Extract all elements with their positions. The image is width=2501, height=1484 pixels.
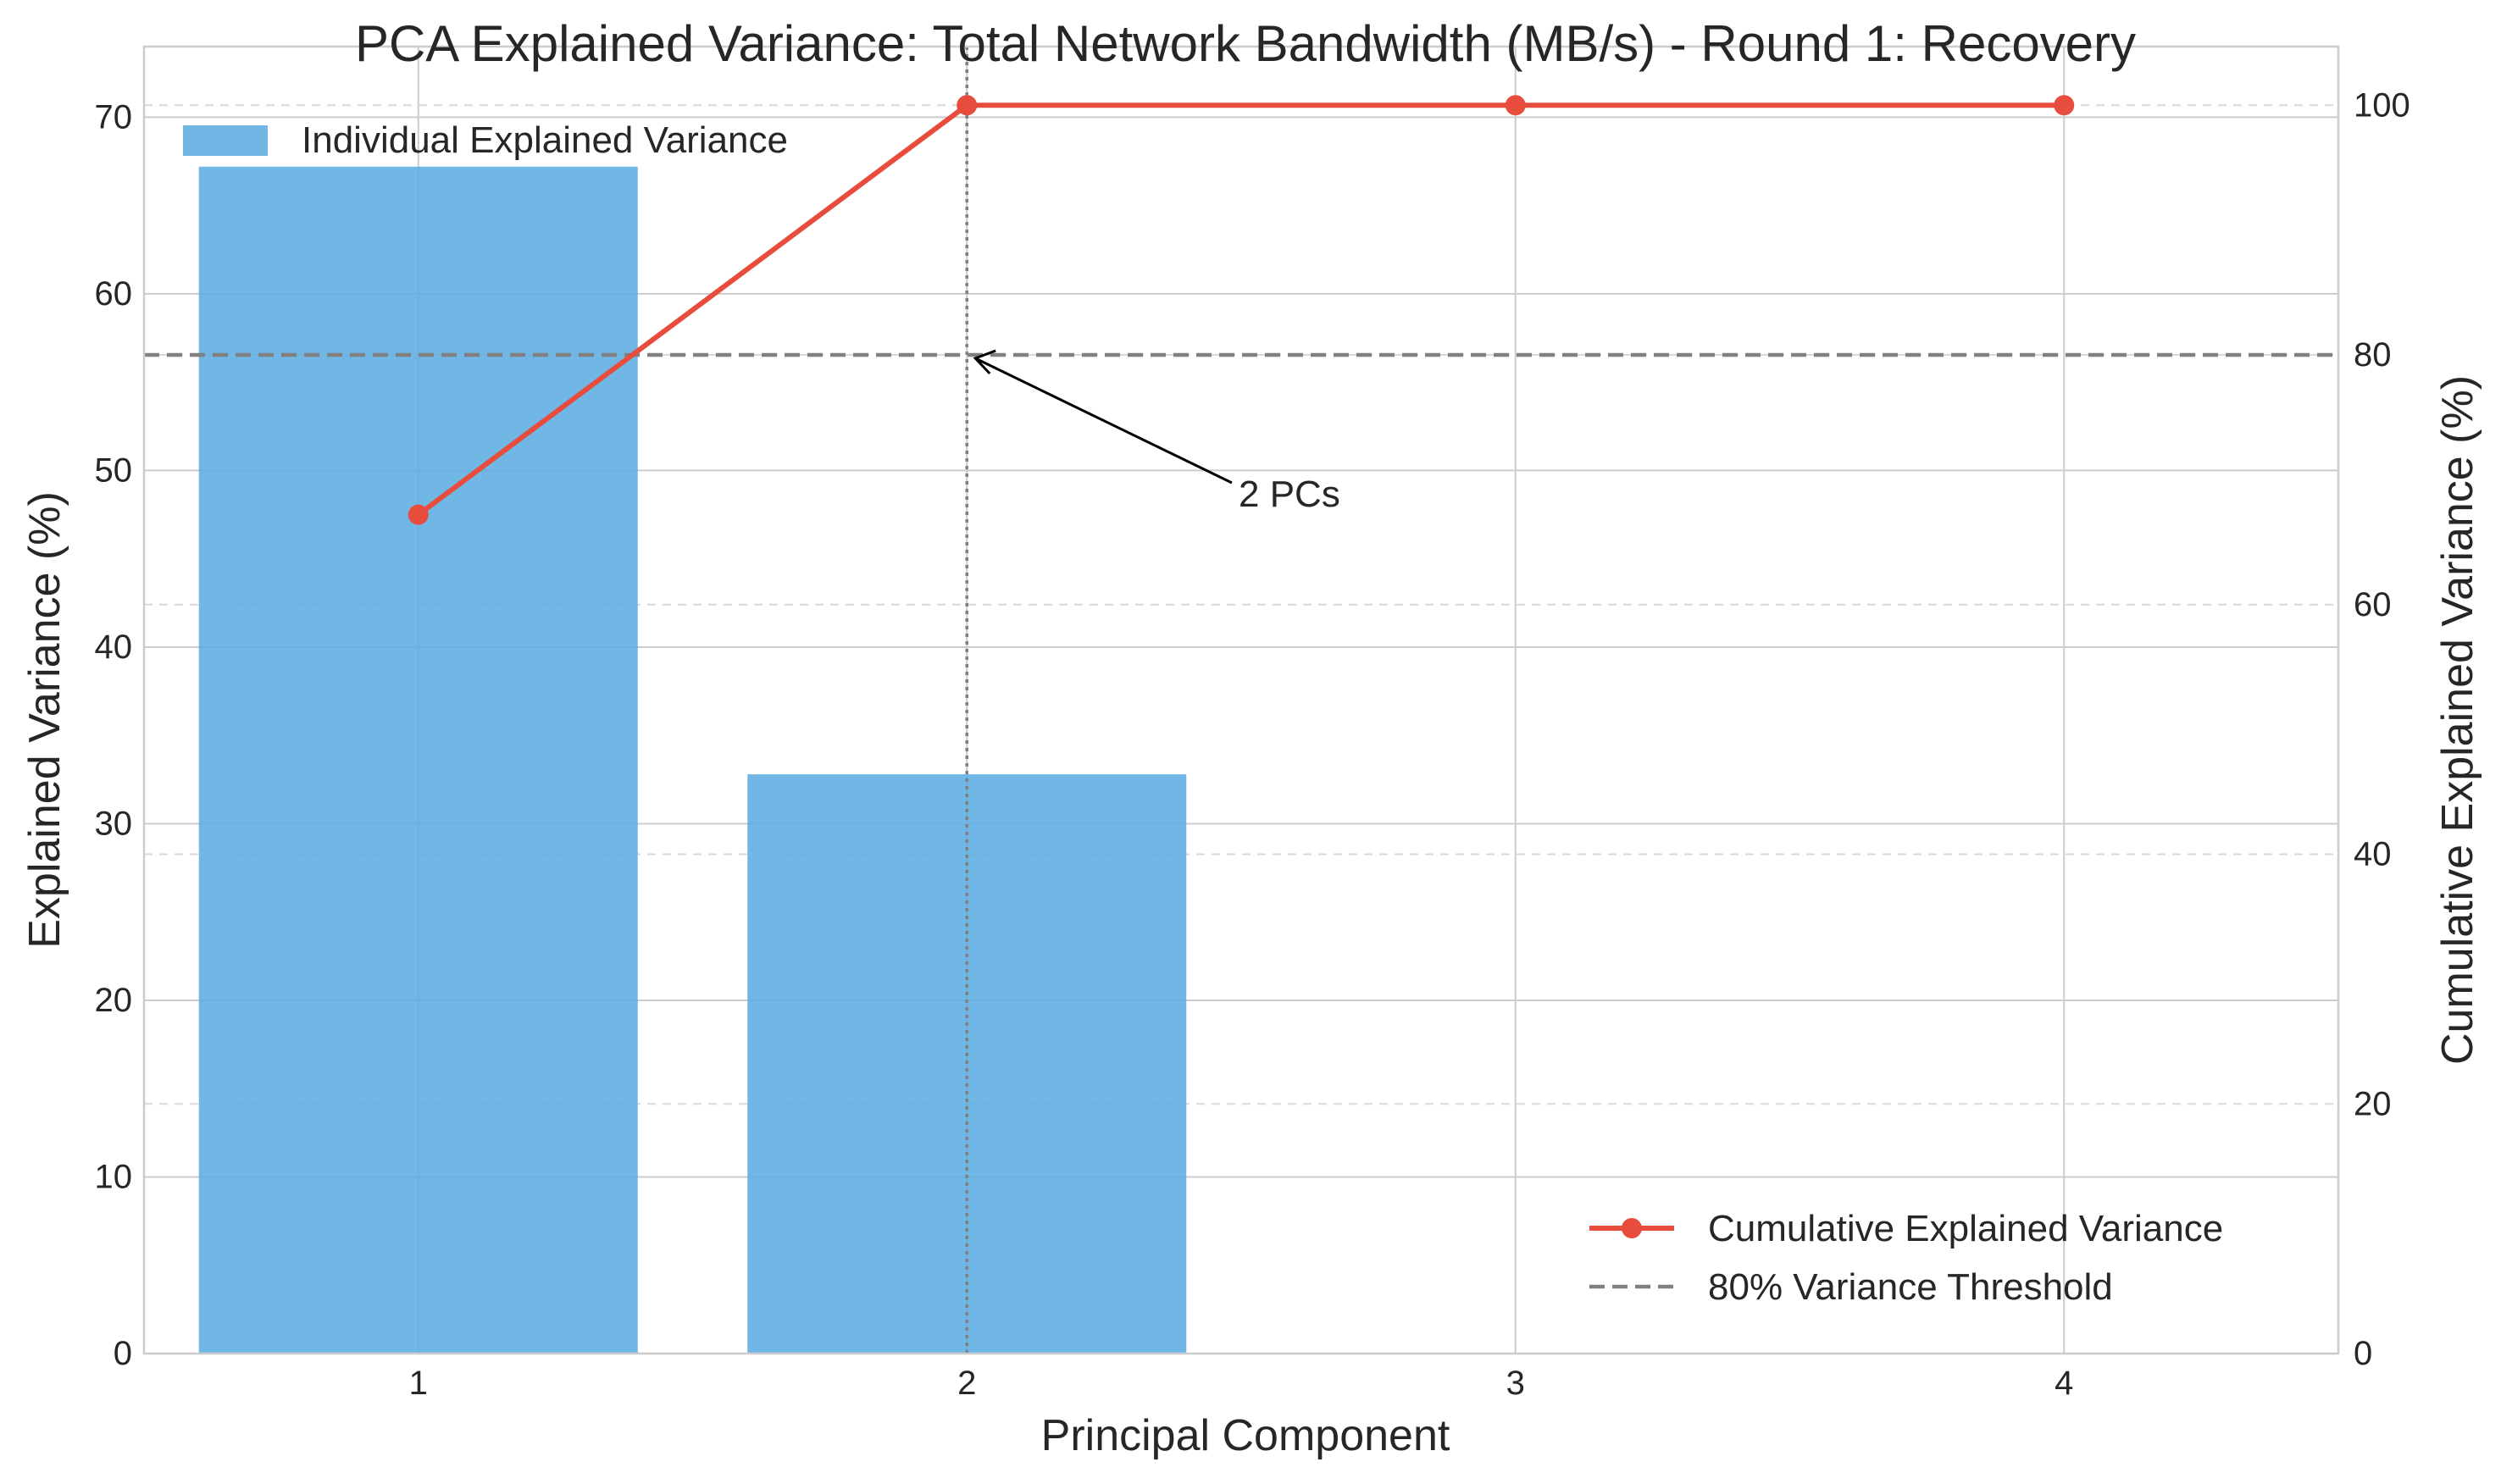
y2-tick-label: 100 <box>2354 86 2410 124</box>
y-tick-label: 60 <box>95 275 133 313</box>
y2-tick-label: 40 <box>2354 836 2392 873</box>
cumulative-line <box>416 102 2065 518</box>
y-tick-label: 10 <box>95 1158 133 1195</box>
annotation-arrow <box>976 357 1233 485</box>
x-tick-label: 1 <box>409 1365 428 1402</box>
y-tick-label: 0 <box>114 1335 132 1372</box>
y-axis-label: Explained Variance (%) <box>20 491 69 949</box>
y2-axis-label: Cumulative Explained Variance (%) <box>2433 375 2482 1065</box>
x-axis-label: Principal Component <box>1041 1411 1450 1460</box>
x-tick-label: 4 <box>2055 1365 2073 1402</box>
y2-tick-label: 20 <box>2354 1085 2392 1122</box>
legend-layer: Individual Explained Variance Cumulative … <box>183 119 2223 1308</box>
y2-tick-label: 0 <box>2354 1335 2372 1372</box>
cumulative-point <box>2054 95 2075 116</box>
plot-frame <box>142 45 2340 1355</box>
cumulative-point <box>957 95 978 116</box>
bars-layer <box>198 166 1187 1354</box>
y-tick-label: 70 <box>95 98 133 136</box>
y-tick-label: 40 <box>95 628 133 666</box>
annotation-arrowhead <box>973 349 996 375</box>
y2-tick-label: 80 <box>2354 336 2392 374</box>
bar <box>198 166 638 1354</box>
legend-marker-cumulative <box>1622 1218 1642 1238</box>
x-tick-label: 3 <box>1506 1365 1525 1402</box>
legend-label-threshold: 80% Variance Threshold <box>1708 1266 2113 1308</box>
y2-tick-label: 60 <box>2354 586 2392 623</box>
legend-label-cumulative: Cumulative Explained Variance <box>1708 1208 2223 1249</box>
cumulative-point <box>1505 95 1526 116</box>
chart-title: PCA Explained Variance: Total Network Ba… <box>355 15 2136 72</box>
annotation-layer: 2 PCs <box>973 349 1340 515</box>
lines-layer <box>144 47 2338 1354</box>
annotation-text: 2 PCs <box>1239 473 1340 515</box>
y-tick-label: 50 <box>95 451 133 489</box>
x-tick-label: 2 <box>957 1365 976 1402</box>
y-tick-label: 20 <box>95 982 133 1019</box>
cumulative-point <box>408 504 429 525</box>
y-tick-label: 30 <box>95 805 133 842</box>
legend-label-bars: Individual Explained Variance <box>302 119 788 161</box>
legend-swatch-bars <box>183 125 268 156</box>
